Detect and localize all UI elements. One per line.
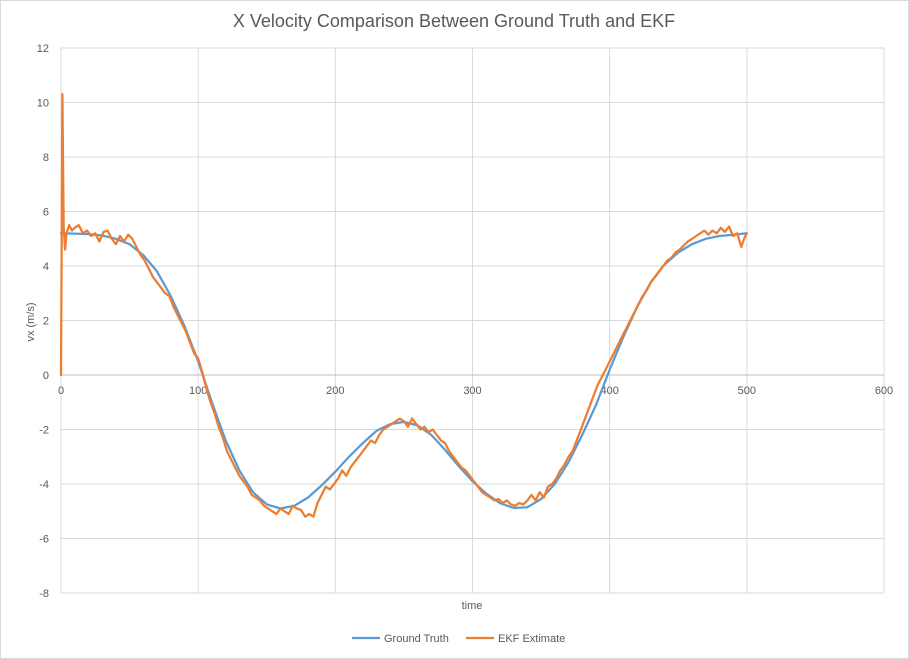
y-tick-label: 6 (43, 207, 49, 219)
y-tick-label: 8 (43, 152, 49, 164)
gridlines (60, 47, 885, 594)
x-tick-label: 500 (738, 385, 756, 397)
y-tick-label: -4 (39, 479, 49, 491)
series-line-1 (59, 93, 748, 518)
legend-label: Ground Truth (384, 633, 449, 645)
legend: Ground Truth EKF Extimate (352, 633, 565, 645)
x-tick-label: 100 (189, 385, 207, 397)
x-tick-label: 600 (875, 385, 893, 397)
y-tick-label: -6 (39, 534, 49, 546)
x-tick-label: 400 (600, 385, 618, 397)
tick-labels: -8 -6 -4 -2 0 2 4 6 8 10 12 0 100 200 300 400 500 600 (37, 43, 893, 600)
x-axis-label: time (462, 600, 483, 612)
legend-label: EKF Extimate (498, 633, 565, 645)
x-tick-label: 0 (58, 385, 64, 397)
y-tick-label: 0 (43, 370, 49, 382)
y-tick-label: 2 (43, 316, 49, 328)
series-line-0 (59, 232, 748, 510)
series-lines (59, 93, 748, 518)
chart-title: X Velocity Comparison Between Ground Tru… (233, 11, 675, 31)
y-axis-label: vx (m/s) (25, 302, 37, 341)
x-tick-label: 200 (326, 385, 344, 397)
y-tick-label: 4 (43, 261, 49, 273)
y-tick-label: -8 (39, 588, 49, 600)
y-tick-label: 10 (37, 98, 49, 110)
x-tick-label: 300 (463, 385, 481, 397)
y-tick-label: 12 (37, 43, 49, 55)
y-tick-label: -2 (39, 425, 49, 437)
